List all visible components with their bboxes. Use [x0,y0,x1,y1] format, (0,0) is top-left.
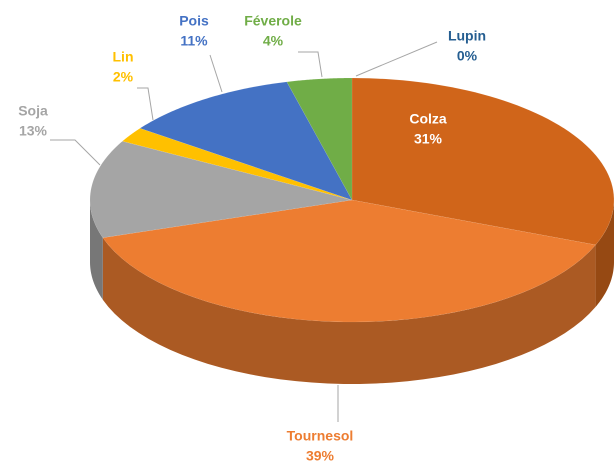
value-label: 31% [414,131,443,147]
pie-side [90,200,103,300]
leader-line [298,51,323,78]
value-label: 13% [19,123,48,139]
pie-slice [351,77,615,246]
leader-line [50,139,101,166]
value-label: 4% [263,33,284,49]
leader-line [209,54,223,93]
pie-slice [139,81,353,201]
pie-side [595,200,614,307]
value-label: 11% [180,33,208,49]
category-label: Féverole [244,13,302,29]
pie-side [102,237,596,384]
category-label: Colza [409,111,447,127]
value-label: 2% [113,69,134,85]
category-label: Soja [18,103,48,119]
category-label: Lin [113,49,134,65]
value-label: 39% [306,448,335,464]
category-label: Lupin [448,28,486,44]
pie-slice [121,128,353,201]
category-label: Tournesol [287,428,354,444]
leader-line [137,87,154,121]
leader-line [355,41,438,77]
value-label: 0% [457,48,478,64]
pie-slice [89,140,353,238]
pie-slice [102,199,597,323]
pie-slice [286,77,353,201]
category-label: Pois [179,13,209,29]
